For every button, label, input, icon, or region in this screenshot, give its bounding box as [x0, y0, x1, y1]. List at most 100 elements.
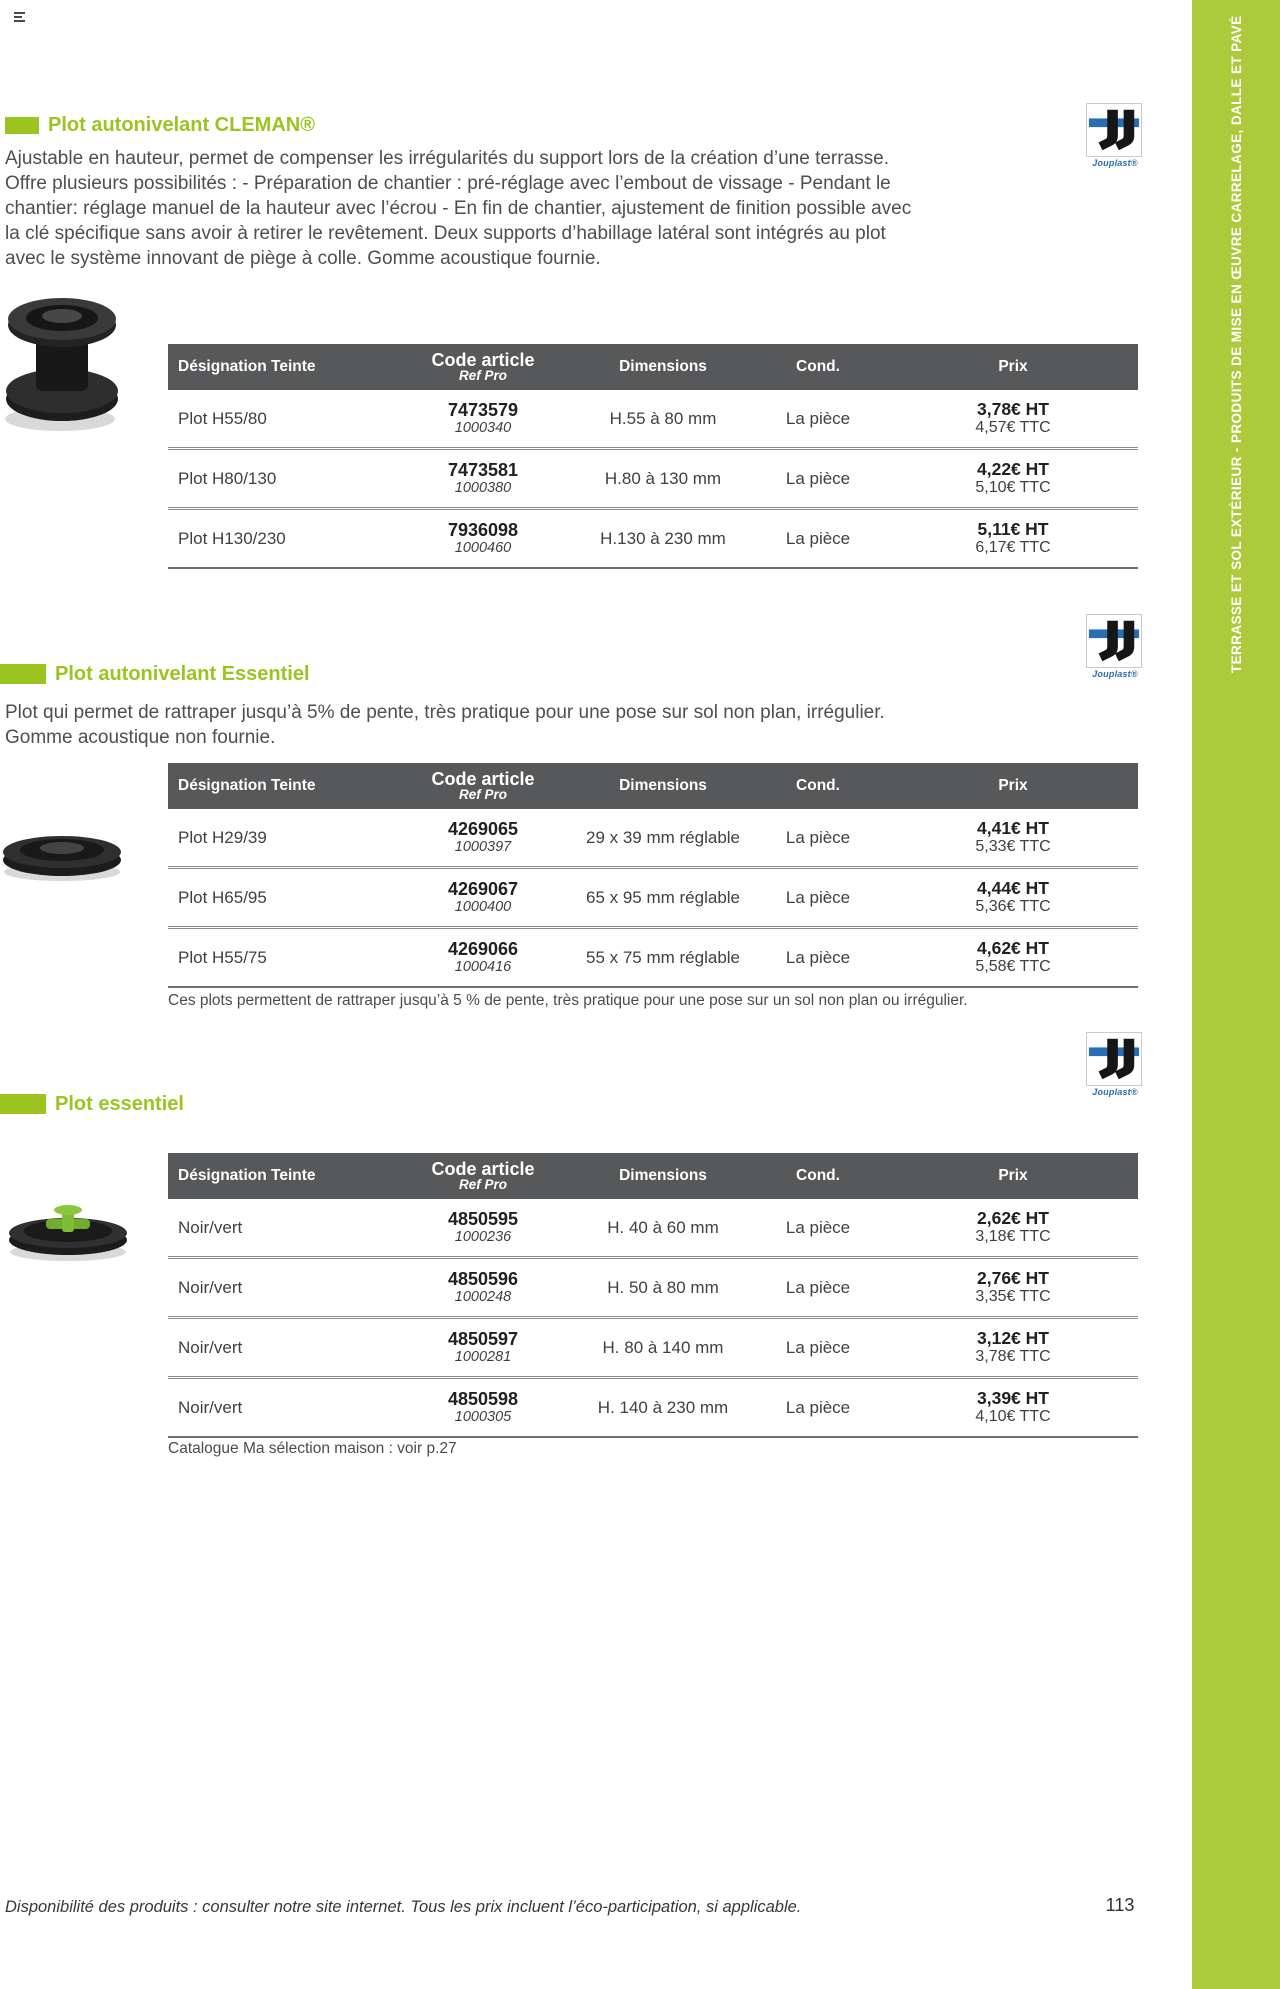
- cond-cell: La pièce: [785, 408, 851, 428]
- table-footnote: Ces plots permettent de rattraper jusqu’…: [168, 992, 968, 1009]
- dimensions-cell: H. 80 à 140 mm: [602, 1337, 724, 1357]
- code-cell: 7936098 1000460: [447, 520, 519, 557]
- product-photo-plot-essentiel: [9, 1205, 127, 1261]
- cond-cell: La pièce: [785, 1217, 851, 1237]
- price-cell: 3,12€ HT 3,78€ TTC: [975, 1328, 1051, 1366]
- designation-cell: Plot H29/39: [178, 827, 267, 847]
- jouplast-logo-label: Jouplast®: [1092, 669, 1138, 679]
- cond-cell: La pièce: [785, 1277, 851, 1297]
- price-cell: 4,22€ HT 5,10€ TTC: [975, 459, 1051, 497]
- cond-cell: La pièce: [785, 947, 851, 967]
- section-header-plot-essentiel: Plot essentiel: [0, 1094, 184, 1114]
- dimensions-cell: 55 x 75 mm réglable: [585, 947, 741, 967]
- price-cell: 4,62€ HT 5,58€ TTC: [975, 938, 1051, 976]
- col-dimensions: Dimensions: [578, 344, 748, 390]
- catalogue-note: Catalogue Ma sélection maison : voir p.2…: [168, 1440, 457, 1457]
- dimensions-cell: H.55 à 80 mm: [609, 408, 717, 428]
- col-prix: Prix: [888, 1153, 1138, 1199]
- designation-cell: Plot H55/75: [178, 947, 267, 967]
- code-cell: 4269066 1000416: [447, 939, 519, 976]
- code-cell: 7473581 1000380: [447, 460, 519, 497]
- code-cell: 4850595 1000236: [447, 1209, 519, 1246]
- cond-cell: La pièce: [785, 1337, 851, 1357]
- designation-cell: Plot H80/130: [178, 468, 277, 488]
- table-header-row: Désignation Teinte Code article Ref Pro …: [168, 1153, 1138, 1199]
- col-designation: Désignation Teinte: [168, 1153, 388, 1199]
- designation-cell: Noir/vert: [178, 1277, 243, 1297]
- section-header-cleman: Plot autonivelant CLEMAN®: [5, 115, 315, 135]
- availability-footer: Disponibilité des produits : consulter n…: [5, 1898, 802, 1916]
- cond-cell: La pièce: [785, 887, 851, 907]
- jouplast-logo-mark-icon: [1086, 1032, 1142, 1086]
- price-cell: 4,41€ HT 5,33€ TTC: [975, 818, 1051, 856]
- col-code-article: Code article Ref Pro: [388, 344, 578, 390]
- price-cell: 2,76€ HT 3,35€ TTC: [975, 1268, 1051, 1306]
- menu-icon[interactable]: [14, 12, 27, 24]
- code-cell: 4269065 1000397: [447, 819, 519, 856]
- cond-cell: La pièce: [785, 528, 851, 548]
- price-cell: 4,44€ HT 5,36€ TTC: [975, 878, 1051, 916]
- table-row: Plot H65/95 4269067 1000400 65 x 95 mm r…: [168, 868, 1138, 928]
- dimensions-cell: H. 50 à 80 mm: [607, 1277, 719, 1297]
- plot-essentiel-table: Désignation Teinte Code article Ref Pro …: [168, 1153, 1138, 1438]
- table-row: Plot H55/75 4269066 1000416 55 x 75 mm r…: [168, 928, 1138, 987]
- price-cell: 5,11€ HT 6,17€ TTC: [975, 519, 1051, 557]
- price-cell: 2,62€ HT 3,18€ TTC: [975, 1208, 1051, 1246]
- dimensions-cell: H.130 à 230 mm: [600, 528, 726, 548]
- designation-cell: Plot H130/230: [178, 528, 286, 548]
- code-cell: 7473579 1000340: [447, 400, 519, 437]
- price-cell: 3,39€ HT 4,10€ TTC: [975, 1388, 1051, 1426]
- col-cond: Cond.: [748, 344, 888, 390]
- table-row: Noir/vert 4850595 1000236 H. 40 à 60 mm …: [168, 1199, 1138, 1258]
- col-designation: Désignation Teinte: [168, 763, 388, 809]
- designation-cell: Plot H65/95: [178, 887, 267, 907]
- designation-cell: Noir/vert: [178, 1397, 243, 1417]
- cond-cell: La pièce: [785, 468, 851, 488]
- col-dimensions: Dimensions: [578, 763, 748, 809]
- table-row: Noir/vert 4850596 1000248 H. 50 à 80 mm …: [168, 1258, 1138, 1318]
- designation-cell: Noir/vert: [178, 1337, 243, 1357]
- table-row: Plot H80/130 7473581 1000380 H.80 à 130 …: [168, 449, 1138, 509]
- cond-cell: La pièce: [785, 827, 851, 847]
- code-cell: 4269067 1000400: [447, 879, 519, 916]
- green-square-icon: [0, 1094, 46, 1114]
- dimensions-cell: 65 x 95 mm réglable: [585, 887, 741, 907]
- table-row: Plot H130/230 7936098 1000460 H.130 à 23…: [168, 509, 1138, 568]
- green-square-icon: [5, 116, 39, 134]
- col-code-article: Code article Ref Pro: [388, 1153, 578, 1199]
- table-header-row: Désignation Teinte Code article Ref Pro …: [168, 763, 1138, 809]
- section-description: Plot qui permet de rattraper jusqu’à 5% …: [5, 702, 885, 748]
- essentiel-table: Désignation Teinte Code article Ref Pro …: [168, 763, 1138, 988]
- section-title: Plot essentiel: [55, 1093, 184, 1115]
- jouplast-logo-mark-icon: [1086, 614, 1142, 668]
- col-code-article: Code article Ref Pro: [388, 763, 578, 809]
- section-title: Plot autonivelant CLEMAN®: [48, 114, 315, 136]
- jouplast-logo-label: Jouplast®: [1092, 1087, 1138, 1097]
- jouplast-logo: Jouplast®: [1086, 1032, 1144, 1097]
- designation-cell: Noir/vert: [178, 1217, 243, 1237]
- col-cond: Cond.: [748, 1153, 888, 1199]
- green-square-icon: [0, 664, 46, 684]
- section-description: Ajustable en hauteur, permet de compense…: [5, 148, 912, 269]
- section-title: Plot autonivelant Essentiel: [55, 663, 310, 685]
- table-header-row: Désignation Teinte Code article Ref Pro …: [168, 344, 1138, 390]
- dimensions-cell: 29 x 39 mm réglable: [585, 827, 741, 847]
- table-row: Noir/vert 4850598 1000305 H. 140 à 230 m…: [168, 1378, 1138, 1437]
- product-photo-cleman: [5, 298, 118, 431]
- table-row: Plot H29/39 4269065 1000397 29 x 39 mm r…: [168, 809, 1138, 868]
- code-cell: 4850596 1000248: [447, 1269, 519, 1306]
- dimensions-cell: H. 140 à 230 mm: [597, 1397, 729, 1417]
- page-number: 113: [1105, 1895, 1135, 1915]
- col-prix: Prix: [888, 763, 1138, 809]
- col-dimensions: Dimensions: [578, 1153, 748, 1199]
- category-sidebar: TERRASSE ET SOL EXTÉRIEUR - PRODUITS DE …: [1192, 0, 1280, 1989]
- dimensions-cell: H. 40 à 60 mm: [607, 1217, 719, 1237]
- sidebar-category-label: TERRASSE ET SOL EXTÉRIEUR - PRODUITS DE …: [1228, 15, 1244, 673]
- price-cell: 3,78€ HT 4,57€ TTC: [975, 399, 1051, 437]
- cleman-table: Désignation Teinte Code article Ref Pro …: [168, 344, 1138, 569]
- col-prix: Prix: [888, 344, 1138, 390]
- jouplast-logo-mark-icon: [1086, 103, 1142, 157]
- table-row: Plot H55/80 7473579 1000340 H.55 à 80 mm…: [168, 390, 1138, 449]
- col-cond: Cond.: [748, 763, 888, 809]
